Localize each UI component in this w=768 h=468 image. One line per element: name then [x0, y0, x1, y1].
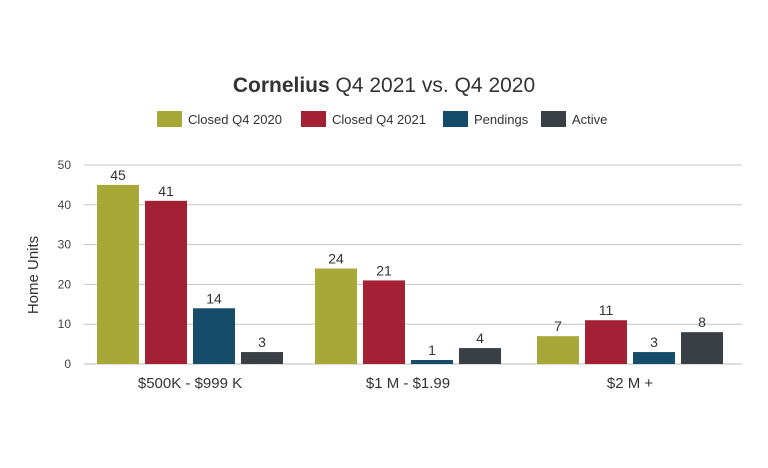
x-tick-label: $2 M +	[607, 375, 654, 392]
y-axis-label: Home Units	[25, 236, 42, 314]
data-label: 3	[258, 334, 266, 350]
bar	[193, 308, 235, 364]
legend-swatch	[443, 111, 468, 127]
bar	[241, 352, 283, 364]
legend-swatch	[157, 111, 182, 127]
data-label: 21	[376, 262, 392, 278]
bar	[145, 200, 187, 364]
data-label: 41	[158, 183, 174, 199]
data-label: 8	[698, 314, 706, 330]
y-axis-ticks: 0 10 20 30 40 50	[58, 158, 72, 371]
bar	[315, 268, 357, 364]
data-label: 11	[599, 302, 614, 318]
x-tick-label: $1 M - $1.99	[366, 375, 450, 392]
chart-title: Cornelius Q4 2021 vs. Q4 2020	[233, 74, 535, 97]
bar	[585, 320, 627, 364]
y-tick-label: 40	[58, 198, 72, 212]
legend: Closed Q4 2020 Closed Q4 2021 Pendings Acti…	[157, 111, 607, 127]
y-tick-label: 10	[58, 317, 72, 331]
bar	[681, 332, 723, 364]
legend-label: Closed Q4 2021	[332, 112, 426, 127]
y-tick-label: 50	[58, 158, 72, 172]
x-tick-label: $500K - $999 K	[138, 375, 242, 392]
legend-swatch	[301, 111, 326, 127]
x-axis-categories: $500K - $999 K $1 M - $1.99 $2 M +	[138, 375, 653, 392]
legend-label: Pendings	[474, 112, 529, 127]
bar	[633, 352, 675, 364]
y-tick-label: 30	[58, 238, 72, 252]
bar	[97, 184, 139, 364]
data-label: 45	[110, 167, 126, 183]
data-label: 7	[554, 318, 562, 334]
bar	[459, 348, 501, 364]
bar	[411, 360, 453, 364]
y-tick-label: 20	[58, 277, 72, 291]
bar	[537, 336, 579, 364]
data-label: 1	[428, 342, 436, 358]
data-label: 4	[476, 330, 484, 346]
data-label: 24	[328, 250, 344, 266]
bar	[363, 280, 405, 364]
data-label: 14	[206, 290, 222, 306]
y-tick-label: 0	[64, 357, 71, 371]
legend-swatch	[541, 111, 566, 127]
data-label: 3	[650, 334, 658, 350]
legend-label: Closed Q4 2020	[188, 112, 282, 127]
legend-label: Active	[572, 112, 607, 127]
